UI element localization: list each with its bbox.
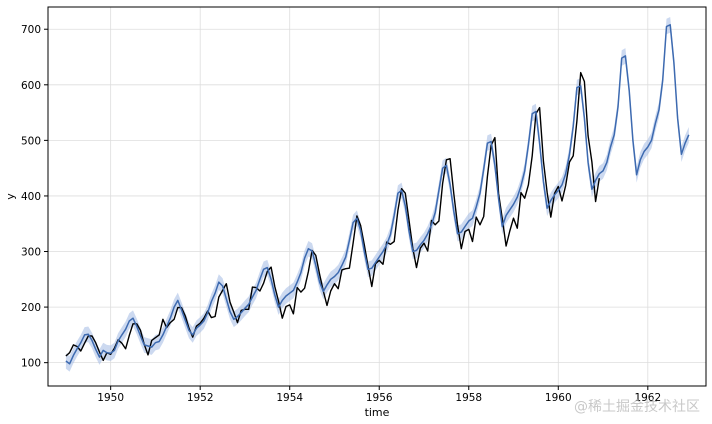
uncertainty-band bbox=[65, 17, 689, 372]
x-axis-ticks: 1950 1952 1954 1956 1958 1960 1962 bbox=[97, 386, 661, 404]
y-tick-label: 100 bbox=[21, 358, 41, 370]
y-tick-label: 700 bbox=[21, 24, 41, 36]
y-tick-label: 300 bbox=[21, 247, 41, 259]
x-tick-label: 1962 bbox=[634, 392, 661, 404]
y-tick-label: 600 bbox=[21, 80, 41, 92]
x-tick-label: 1956 bbox=[366, 392, 393, 404]
x-tick-label: 1954 bbox=[276, 392, 303, 404]
series-lines bbox=[65, 24, 690, 365]
x-axis-label: time bbox=[365, 406, 390, 419]
plot-frame bbox=[47, 6, 707, 387]
y-axis-ticks: 100 200 300 400 500 600 700 bbox=[21, 24, 48, 370]
y-tick-label: 200 bbox=[21, 302, 41, 314]
x-tick-label: 1950 bbox=[97, 392, 124, 404]
y-tick-label: 500 bbox=[21, 135, 41, 147]
forecast-series-line bbox=[65, 24, 690, 365]
x-tick-label: 1960 bbox=[545, 392, 572, 404]
y-tick-label: 400 bbox=[21, 191, 41, 203]
actual-series-line bbox=[65, 71, 600, 362]
watermark-text: @稀土掘金技术社区 bbox=[574, 399, 700, 415]
forecast-band bbox=[65, 17, 689, 372]
x-tick-label: 1958 bbox=[455, 392, 482, 404]
x-tick-label: 1952 bbox=[187, 392, 214, 404]
grid-lines bbox=[48, 7, 706, 386]
y-axis-label: y bbox=[4, 193, 17, 200]
